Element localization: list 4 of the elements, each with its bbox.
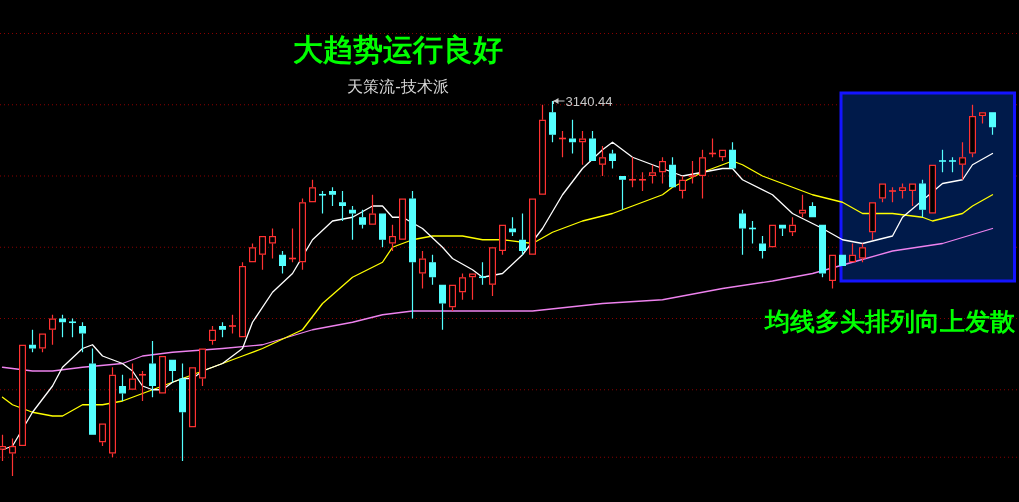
title: 大趋势运行良好 [293, 32, 503, 67]
annotation: 3140.44 [565, 94, 613, 109]
subtitle: 天策流-技术派 [347, 77, 449, 96]
annotation: 均线多头排列向上发散 [765, 307, 1015, 336]
